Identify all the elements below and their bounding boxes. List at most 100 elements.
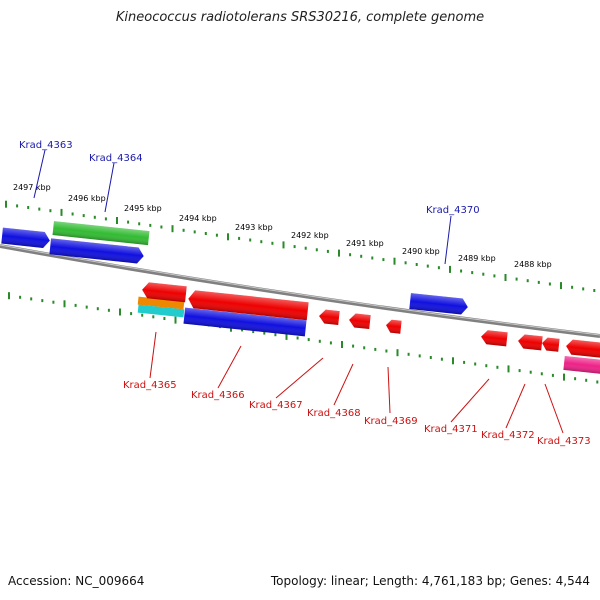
leader-krad-4364 [104, 162, 115, 213]
scale-label: 2491 kbp [346, 239, 384, 248]
minor-tick [19, 295, 22, 299]
leader-krad-4366 [217, 345, 242, 389]
gene-krad-4365-red[interactable] [141, 282, 187, 303]
major-tick [8, 292, 10, 300]
minor-tick [307, 338, 310, 342]
major-tick [174, 316, 177, 324]
gene-krad-4366-red[interactable] [187, 290, 309, 321]
minor-tick [548, 282, 551, 286]
gene-label-krad-4366[interactable]: Krad_4366 [191, 390, 245, 401]
gene-label-krad-4364[interactable]: Krad_4364 [89, 153, 143, 164]
gene-krad-4363[interactable] [1, 227, 50, 249]
genome-backbone-highlight [0, 244, 600, 336]
gene-krad-4372b[interactable] [541, 337, 560, 352]
gene-label-krad-4371[interactable]: Krad_4371 [424, 424, 478, 435]
gene-krad-4365-orange[interactable] [137, 296, 185, 310]
scale-label: 2494 kbp [179, 214, 217, 223]
major-tick [563, 373, 565, 381]
major-tick [60, 208, 63, 216]
minor-tick [152, 315, 155, 319]
leader-krad-4368 [333, 363, 354, 406]
gene-krad-4372[interactable] [517, 334, 543, 351]
gene-label-krad-4372[interactable]: Krad_4372 [481, 430, 535, 441]
major-tick [338, 249, 340, 257]
accession-text: Accession: NC_009664 [8, 574, 145, 588]
leader-krad-4371 [450, 378, 490, 423]
scale-label: 2489 kbp [458, 254, 496, 263]
minor-tick [204, 232, 207, 235]
gene-label-krad-4370[interactable]: Krad_4370 [426, 205, 480, 216]
minor-tick [471, 271, 474, 275]
minor-tick [71, 212, 74, 216]
minor-tick [93, 215, 96, 219]
gene-krad-4373-magenta[interactable] [563, 355, 600, 375]
minor-tick [304, 246, 307, 250]
minor-tick [382, 258, 385, 262]
gene-krad-4368[interactable] [318, 309, 340, 326]
leader-krad-4365 [149, 331, 157, 379]
minor-tick [85, 305, 88, 309]
minor-tick [274, 333, 277, 337]
gene-krad-4364-blue[interactable] [49, 238, 144, 264]
gene-krad-4370[interactable] [409, 293, 468, 315]
major-tick [560, 282, 562, 290]
gene-label-krad-4373[interactable]: Krad_4373 [537, 436, 591, 447]
gene-label-krad-4363[interactable]: Krad_4363 [19, 140, 73, 151]
minor-tick [16, 204, 19, 208]
minor-tick [127, 220, 130, 224]
minor-tick [30, 297, 33, 301]
gene-krad-4364-green[interactable] [52, 221, 150, 246]
gene-label-krad-4369[interactable]: Krad_4369 [364, 416, 418, 427]
gene-krad-4365-cyan[interactable] [137, 304, 185, 318]
major-tick [227, 233, 229, 241]
scale-label: 2497 kbp [13, 183, 51, 192]
minor-tick [526, 279, 529, 283]
minor-tick [96, 307, 99, 311]
gene-krad-4373-red[interactable] [565, 339, 600, 358]
minor-tick [182, 228, 185, 232]
minor-tick [138, 222, 141, 226]
minor-tick [463, 360, 466, 364]
minor-tick [571, 285, 574, 289]
minor-tick [385, 349, 388, 353]
major-tick [504, 274, 507, 281]
minor-tick [474, 362, 477, 366]
scale-label: 2495 kbp [124, 204, 162, 213]
genome-backbone [0, 244, 600, 338]
minor-tick [241, 328, 244, 332]
minor-tick [130, 312, 133, 316]
scale-ticks-upper [5, 200, 596, 292]
scale-label: 2496 kbp [68, 194, 106, 203]
leader-krad-4370 [444, 215, 452, 265]
scale-ticks-lower [8, 292, 599, 384]
major-tick [285, 332, 288, 340]
minor-tick [249, 238, 252, 242]
gene-krad-4369b[interactable] [385, 319, 402, 334]
minor-tick [315, 248, 318, 252]
gene-krad-4369[interactable] [348, 313, 371, 330]
minor-tick [518, 369, 521, 373]
major-tick [119, 308, 121, 316]
genome-title: Kineococcus radiotolerans SRS30216, comp… [115, 10, 485, 25]
minor-tick [371, 256, 374, 260]
major-tick [507, 365, 510, 373]
gene-label-krad-4367[interactable]: Krad_4367 [249, 400, 303, 411]
minor-tick [482, 272, 485, 276]
minor-tick [271, 241, 274, 245]
minor-tick [141, 313, 144, 317]
gene-labels: Krad_4363 Krad_4364 Krad_4370 Krad_4365 … [19, 140, 591, 447]
gene-label-krad-4365[interactable]: Krad_4365 [123, 380, 177, 391]
minor-tick [104, 217, 107, 221]
scale-label: 2492 kbp [291, 231, 329, 240]
minor-tick [52, 300, 55, 304]
minor-tick [485, 364, 488, 368]
gene-krad-4371[interactable] [480, 330, 508, 347]
scale-label: 2493 kbp [235, 223, 273, 232]
minor-tick [404, 261, 407, 265]
gene-label-krad-4368[interactable]: Krad_4368 [307, 408, 361, 419]
major-tick [63, 300, 66, 308]
scale-label: 2490 kbp [402, 247, 440, 256]
gene-krad-4366-blue[interactable] [183, 307, 307, 337]
minor-tick [82, 214, 85, 218]
